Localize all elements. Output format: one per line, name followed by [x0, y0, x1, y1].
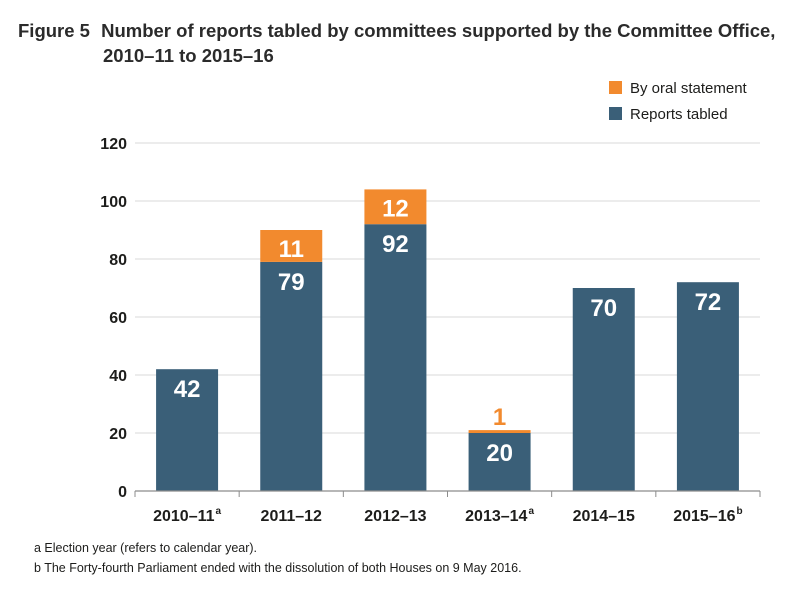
y-tick-label: 20 [109, 426, 127, 443]
legend-swatch [609, 81, 622, 94]
x-tick-label: 2010–11a [153, 506, 221, 525]
bar-reports-tabled [572, 288, 635, 491]
data-label-reports-tabled: 79 [278, 269, 305, 296]
y-axis: 0 20 40 60 80 100 120 [100, 136, 127, 501]
data-label-reports-tabled: 42 [174, 376, 201, 403]
bar-reports-tabled [260, 261, 323, 491]
footnote-a: a Election year (refers to calendar year… [34, 541, 258, 555]
y-tick-label: 100 [100, 194, 127, 211]
bar-oral-statement [364, 189, 427, 225]
legend-label: By oral statement [630, 80, 748, 97]
figure-label: Figure 5 [18, 20, 90, 41]
gridlines [135, 142, 760, 434]
legend-swatch [609, 107, 622, 120]
y-tick-label: 120 [100, 136, 127, 153]
bar-oral-statement [260, 230, 323, 262]
bar-reports-tabled [156, 369, 219, 491]
title-line-2: 2010–11 to 2015–16 [103, 45, 274, 66]
y-tick-label: 80 [109, 252, 127, 269]
footnote-b: b The Forty-fourth Parliament ended with… [34, 561, 522, 575]
y-tick-label: 40 [109, 368, 127, 385]
data-label-reports-tabled: 20 [486, 440, 513, 467]
data-label-oral-statement: 11 [279, 236, 304, 263]
footnotes: a Election year (refers to calendar year… [34, 538, 522, 578]
y-tick-label: 0 [118, 484, 127, 501]
data-label-oral-statement: 1 [493, 404, 506, 431]
chart-title: Figure 5 Number of reports tabled by com… [18, 18, 793, 68]
data-label-oral-statement: 12 [382, 195, 409, 222]
x-tick-label: 2013–14a [465, 506, 534, 525]
x-tick-label: 2012–13 [364, 508, 426, 525]
legend: By oral statement Reports tabled [609, 80, 748, 123]
legend-label: Reports tabled [630, 106, 728, 123]
bar-reports-tabled [468, 433, 531, 491]
bars: 42 79 11 92 12 20 1 70 72 [156, 189, 739, 491]
data-label-reports-tabled: 70 [590, 295, 617, 322]
data-label-reports-tabled: 92 [382, 231, 409, 258]
y-tick-label: 60 [109, 310, 127, 327]
data-label-reports-tabled: 72 [695, 289, 722, 316]
bar-reports-tabled [364, 224, 427, 491]
x-tick-label: 2011–12 [261, 508, 323, 525]
bar-reports-tabled [676, 282, 739, 491]
x-tick-label: 2014–15 [573, 508, 635, 525]
title-line-1: Number of reports tabled by committees s… [101, 20, 776, 41]
x-tick-label: 2015–16b [673, 506, 742, 525]
bar-oral-statement [468, 430, 531, 433]
x-axis: 2010–11a 2011–12 2012–13 2013–14a 2014–15 201… [134, 490, 761, 525]
